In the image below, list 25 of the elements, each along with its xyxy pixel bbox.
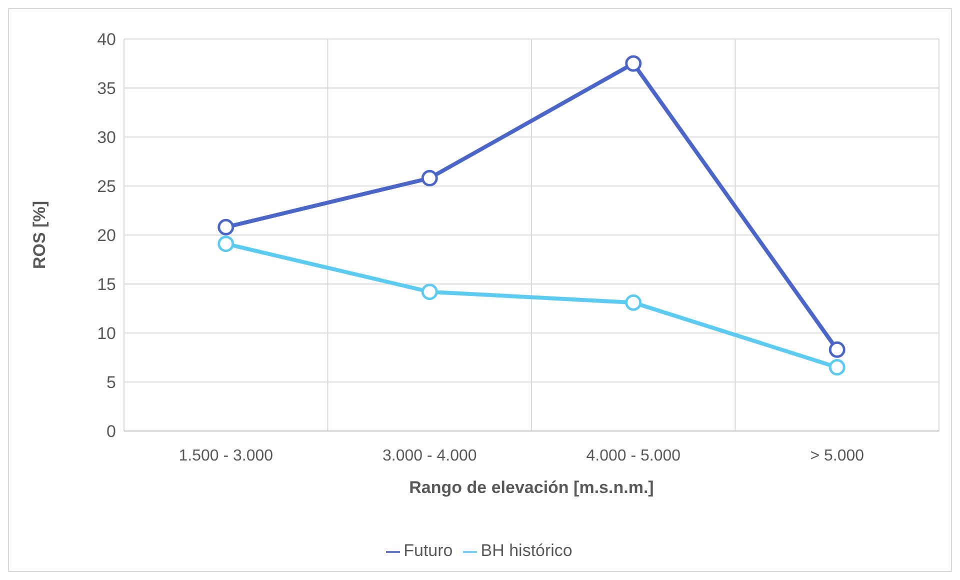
point [625, 294, 642, 311]
point [218, 236, 234, 252]
y-axis-title: ROS [%] [30, 201, 50, 269]
y-tick-label: 15 [97, 275, 116, 294]
point [421, 284, 438, 300]
x-tick-label: 3.000 - 4.000 [382, 447, 477, 464]
y-tick-label: 40 [97, 30, 116, 50]
point [421, 170, 438, 186]
y-tick-label: 25 [97, 177, 116, 196]
y-tick-label: 0 [106, 422, 116, 442]
y-tick-label: 20 [97, 226, 116, 246]
y-tick-label: 10 [97, 324, 116, 344]
legend-label: Futuro [404, 541, 453, 560]
y-tick-label: 35 [97, 79, 116, 98]
y-tick-label: 30 [97, 128, 116, 148]
point [828, 359, 846, 376]
point [218, 218, 234, 236]
point [625, 55, 642, 72]
x-tick-label: 4.000 - 5.000 [586, 447, 681, 464]
x-tick-label: > 5.000 [810, 447, 864, 464]
x-tick-label: 1.500 - 3.000 [178, 447, 274, 464]
point [828, 341, 846, 358]
legend-label: BH histórico [480, 541, 572, 560]
x-axis-title: Rango de elevación [m.s.n.m.] [409, 478, 654, 497]
y-tick-label: 5 [106, 373, 116, 392]
